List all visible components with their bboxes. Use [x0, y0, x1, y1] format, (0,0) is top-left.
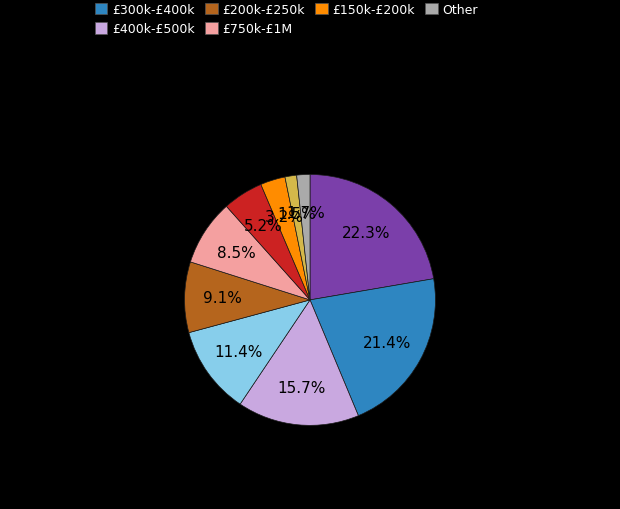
Wedge shape — [185, 262, 310, 333]
Text: 9.1%: 9.1% — [203, 291, 242, 306]
Legend: £500k-£750k, £300k-£400k, £400k-£500k, £250k-£300k, £200k-£250k, £750k-£1M, over: £500k-£750k, £300k-£400k, £400k-£500k, £… — [91, 0, 529, 40]
Text: 22.3%: 22.3% — [342, 226, 391, 241]
Wedge shape — [240, 300, 358, 426]
Wedge shape — [296, 175, 310, 300]
Wedge shape — [261, 178, 310, 300]
Text: 21.4%: 21.4% — [363, 335, 411, 350]
Wedge shape — [310, 175, 433, 300]
Text: 5.2%: 5.2% — [244, 219, 282, 234]
Wedge shape — [190, 207, 310, 300]
Text: 11.4%: 11.4% — [215, 344, 263, 359]
Wedge shape — [285, 176, 310, 300]
Text: 3.2%: 3.2% — [265, 209, 303, 224]
Text: 15.7%: 15.7% — [277, 380, 326, 395]
Wedge shape — [226, 185, 310, 300]
Wedge shape — [310, 279, 435, 416]
Text: 8.5%: 8.5% — [217, 245, 255, 260]
Text: 1.5%: 1.5% — [277, 206, 316, 221]
Text: 1.7%: 1.7% — [286, 205, 325, 220]
Wedge shape — [189, 300, 310, 404]
